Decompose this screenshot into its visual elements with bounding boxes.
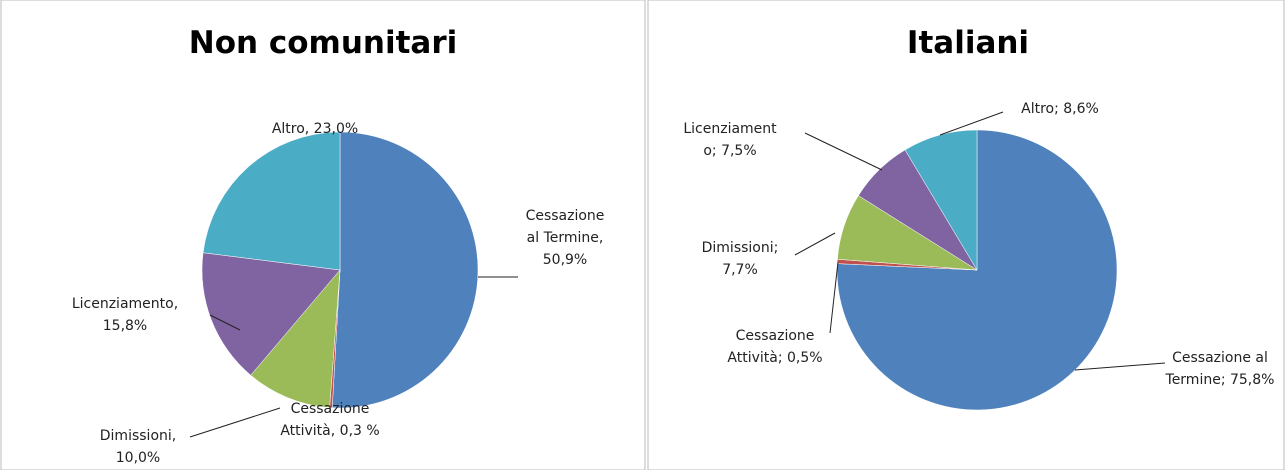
data-label: Dimissioni; 7,7%	[701, 240, 779, 278]
chart-title: Non comunitari	[188, 25, 458, 61]
pie-slice	[904, 129, 978, 271]
data-label: Dimissioni, 10,0%	[99, 428, 177, 466]
leader-line	[804, 132, 883, 171]
chart-title: Italiani	[906, 25, 1030, 61]
pie-slice	[201, 252, 341, 376]
data-label: Cessazione al Termine, 50,9%	[525, 208, 605, 268]
data-label: Cessazione al Termine; 75,8%	[1165, 350, 1275, 388]
data-label: Licenziamento; 7,5%	[683, 121, 777, 159]
pie-slice	[836, 129, 1118, 411]
data-label: Altro, 23,0%	[271, 121, 359, 137]
leader-line	[794, 232, 836, 256]
pie-slice	[331, 131, 479, 409]
leader-line	[939, 111, 1004, 136]
data-label: Cessazione Attività; 0,5%	[727, 328, 823, 366]
pie-slice	[202, 131, 341, 271]
leader-line	[189, 407, 281, 438]
leader-line	[209, 314, 241, 331]
leader-line	[829, 261, 839, 334]
leader-line	[1074, 362, 1166, 371]
data-label: Licenziamento, 15,8%	[71, 296, 179, 334]
pie-slice	[250, 269, 341, 408]
data-label: Cessazione Attività, 0,3 %	[280, 401, 380, 439]
data-label: Altro; 8,6%	[1021, 101, 1099, 117]
